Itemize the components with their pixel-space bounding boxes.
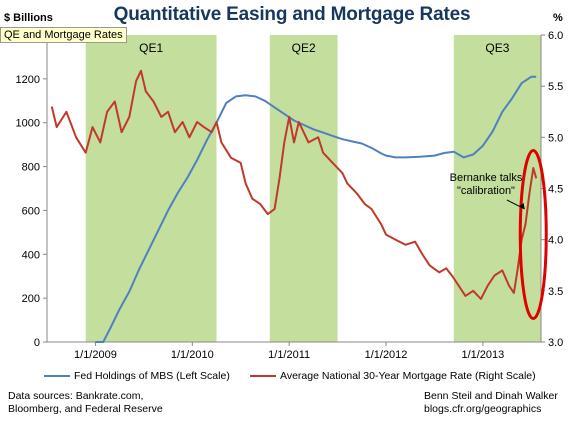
qe-period-label-2: QE2 — [292, 41, 316, 55]
mbs-holdings-line — [95, 75, 537, 343]
chart-tag-label: QE and Mortgage Rates — [0, 27, 127, 43]
right-tick-label: 5.5 — [548, 81, 563, 93]
left-tick-label: 800 — [22, 162, 40, 174]
qe-shaded-periods: QE1 QE2 QE3 — [85, 35, 541, 342]
chart-title: Quantitative Easing and Mortgage Rates — [113, 4, 471, 25]
qe-period-band-2 — [269, 35, 338, 342]
data-sources: Data sources: Bankrate.com, Bloomberg, a… — [8, 390, 163, 416]
legend-label-mortgage-rate: Average National 30-Year Mortgage Rate (… — [280, 370, 536, 382]
right-axis-unit: % — [553, 12, 563, 24]
left-tick-label: 200 — [22, 293, 40, 305]
x-tick-label: 1/1/2012 — [365, 349, 408, 361]
left-tick-label: 0 — [34, 337, 40, 349]
legend-item-mortgage-rate: Average National 30-Year Mortgage Rate (… — [250, 370, 536, 382]
credit-line-2: blogs.cfr.org/geographics — [424, 403, 542, 415]
annotation-text-line-1: Bernanke talks — [450, 172, 523, 184]
qe-period-label-1: QE1 — [139, 41, 163, 55]
right-tick-label: 6.0 — [548, 30, 563, 42]
qe-period-label-3: QE3 — [485, 41, 509, 55]
legend-item-mbs: Fed Holdings of MBS (Left Scale) — [44, 370, 230, 382]
x-tick-label: 1/1/2011 — [268, 349, 310, 361]
left-tick-label: 1200 — [16, 74, 40, 86]
source-line-1: Data sources: Bankrate.com, — [8, 390, 144, 402]
right-tick-label: 3.0 — [548, 337, 563, 349]
x-tick-label: 1/1/2013 — [461, 349, 504, 361]
source-line-2: Bloomberg, and Federal Reserve — [8, 403, 163, 415]
annotation-text-line-2: "calibration" — [457, 185, 515, 197]
axes-group: 0 200 400 600 800 1000 1200 3.0 3.5 4.0 4.5 5.0 5.5 6… — [16, 30, 564, 361]
legend-swatch-mortgage-rate — [250, 375, 276, 378]
series-lines — [50, 69, 538, 343]
annotation-group: Bernanke talks"calibration" — [450, 149, 548, 321]
left-axis-unit: $ Billions — [4, 12, 53, 24]
legend-label-mbs: Fed Holdings of MBS (Left Scale) — [74, 370, 230, 382]
credit: Benn Steil and Dinah Walker blogs.cfr.or… — [424, 390, 558, 416]
right-tick-label: 5.0 — [548, 132, 563, 144]
qe-period-band-3 — [453, 35, 541, 342]
x-tick-label: 1/1/2009 — [74, 349, 117, 361]
left-tick-label: 1000 — [16, 118, 40, 130]
annotation-arrowhead — [519, 202, 525, 209]
mortgage-rate-line — [50, 69, 538, 300]
legend-swatch-mbs — [44, 375, 70, 378]
qe-period-band-1 — [85, 35, 217, 342]
right-tick-label: 3.5 — [548, 286, 563, 298]
x-tick-label: 1/1/2010 — [171, 349, 214, 361]
right-tick-label: 4.0 — [548, 235, 563, 247]
right-tick-label: 4.5 — [548, 184, 563, 196]
highlight-ellipse — [518, 149, 548, 321]
left-tick-label: 600 — [22, 205, 40, 217]
credit-line-1: Benn Steil and Dinah Walker — [424, 390, 558, 402]
left-tick-label: 400 — [22, 249, 40, 261]
annotation-arrow — [506, 199, 525, 210]
